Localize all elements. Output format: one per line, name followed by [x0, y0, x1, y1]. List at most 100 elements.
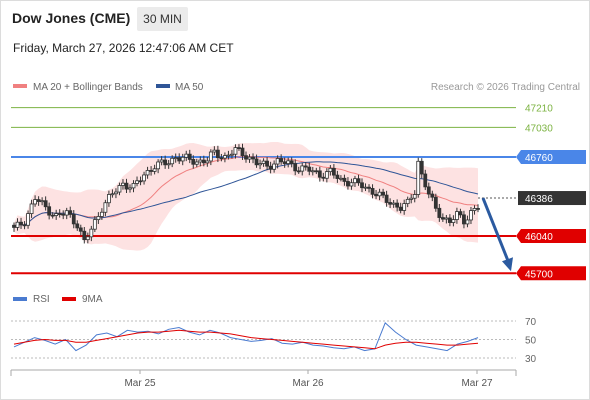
support-box-45700 [516, 266, 586, 281]
candle-body [96, 216, 101, 221]
candle-body [279, 158, 284, 163]
candle-body [465, 219, 470, 225]
candle-body [237, 147, 241, 149]
rsi-series-9ma [13, 329, 479, 350]
candle-body [331, 167, 336, 176]
support-label-46040: 46040 [525, 232, 553, 243]
candle-body [230, 153, 234, 156]
ma50-legend-label: MA 50 [175, 82, 204, 93]
candle-body [163, 159, 168, 166]
candle-body [314, 170, 319, 173]
chart-header: Dow Jones (CME) 30 MIN [0, 0, 590, 36]
forecast-arrow-line [481, 197, 511, 264]
candle-body [43, 200, 48, 208]
rsi-layer: 70 50 30 [11, 317, 537, 365]
candle-body [75, 223, 80, 229]
candle-body [391, 202, 396, 205]
rsi-legend-label: RSI [33, 294, 50, 305]
ma20-legend-swatch [13, 84, 27, 88]
candle-body [180, 156, 185, 162]
candle-body [71, 214, 76, 225]
candle-body [187, 153, 192, 160]
candle-body [402, 203, 407, 211]
candle-body [356, 178, 361, 184]
candle-body [360, 182, 364, 189]
candle-body [419, 160, 424, 175]
candle-body [233, 147, 238, 155]
candle-body [226, 154, 231, 157]
candle-body [412, 194, 417, 199]
candle-body [208, 151, 213, 162]
candle-body [451, 219, 456, 223]
rsi-ma-legend-swatch [62, 297, 76, 301]
candle-body [324, 171, 329, 179]
candle-body [388, 202, 393, 205]
candle-body [317, 170, 322, 178]
bollinger-band [14, 142, 478, 251]
candle-body [353, 178, 357, 184]
candle-body [430, 193, 435, 198]
pivot-label-46760: 46760 [525, 153, 553, 164]
ma50-legend-swatch [156, 84, 170, 88]
timeframe-button[interactable]: 30 MIN [137, 7, 188, 31]
candle-body [177, 157, 182, 162]
candle-body [57, 213, 62, 215]
candle-body [138, 180, 143, 183]
support-box-46040 [516, 229, 586, 243]
candle-body [170, 157, 175, 165]
candle-body [300, 165, 305, 172]
candle-body [398, 206, 403, 211]
candle-body [184, 153, 189, 158]
candle-body [381, 191, 385, 196]
candle-body [244, 155, 248, 160]
candle-body [416, 160, 421, 195]
time-tick-label: Mar 25 [124, 378, 156, 389]
candle-body [166, 163, 171, 166]
candle-body [469, 210, 473, 221]
rsi-series-rsi [13, 322, 479, 352]
candle-body [272, 163, 277, 170]
candle-body [142, 174, 146, 182]
candle-body [47, 206, 52, 216]
candle-body [426, 186, 431, 195]
candle-body [124, 182, 129, 190]
time-tick-label: Mar 27 [461, 378, 493, 389]
candle-body [159, 159, 164, 163]
time-tick-label: Mar 26 [292, 378, 324, 389]
candle-body [110, 193, 115, 196]
candle-body [92, 219, 97, 230]
candle-body [50, 214, 55, 217]
candle-body [423, 173, 428, 188]
instrument-title: Dow Jones (CME) [12, 10, 131, 26]
price-layer: 47210 47030 46760 46386 46040 45700 [11, 104, 586, 281]
candle-body [261, 160, 266, 164]
candle-body [78, 227, 83, 232]
candle-body [191, 159, 196, 165]
candle-body [440, 217, 445, 220]
candle-body [205, 160, 210, 164]
candle-body [85, 236, 90, 241]
candle-body [15, 221, 20, 228]
candle-body [268, 165, 273, 170]
candle-body [328, 167, 333, 173]
candle-body [349, 182, 354, 187]
candle-body [152, 168, 157, 172]
candle-body [321, 176, 326, 179]
rsi-legend-swatch [13, 297, 27, 301]
candle-body [12, 224, 16, 228]
candle-body [444, 217, 449, 220]
candle-body [377, 191, 382, 197]
candle-body [409, 197, 414, 200]
chart-timestamp: Friday, March 27, 2026 12:47:06 AM CET [13, 41, 234, 55]
candle-body [458, 211, 463, 216]
candle-body [455, 211, 459, 220]
candle-body [64, 210, 69, 216]
candle-body [367, 186, 371, 189]
rsi-tick-50: 50 [525, 336, 537, 347]
candle-body [89, 228, 94, 238]
candle-body [307, 166, 312, 172]
candle-body [275, 158, 280, 165]
candle-body [240, 147, 245, 157]
candle-body [433, 196, 438, 209]
candle-body [198, 159, 203, 163]
